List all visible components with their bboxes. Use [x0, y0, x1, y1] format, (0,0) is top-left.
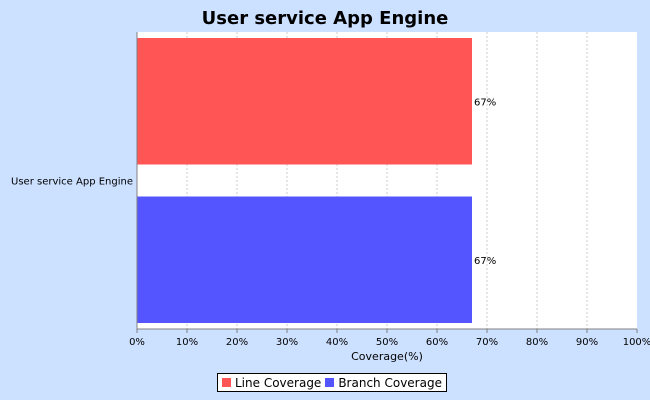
x-tick-label: 90%: [576, 337, 598, 348]
x-tick-label: 40%: [326, 337, 348, 348]
branch-coverage-swatch: [325, 378, 335, 387]
data-label-line-coverage: 67%: [474, 97, 496, 108]
x-tick-label: 0%: [129, 337, 145, 348]
line-coverage-swatch: [222, 378, 231, 387]
x-tick-label: 70%: [476, 337, 498, 348]
x-tick-label: 100%: [623, 337, 650, 348]
legend-label-line-coverage: Line Coverage: [235, 375, 322, 390]
category-label: User service App Engine: [11, 177, 133, 188]
x-tick-label: 30%: [276, 337, 298, 348]
x-tick-label: 60%: [426, 337, 448, 348]
chart-title: User service App Engine: [202, 8, 449, 29]
legend-item-line-coverage: Line Coverage: [222, 376, 321, 390]
legend-item-branch-coverage: Branch Coverage: [325, 376, 442, 390]
bar-branch-coverage: [137, 196, 472, 323]
x-tick-label: 20%: [226, 337, 248, 348]
x-tick-label: 10%: [176, 337, 198, 348]
legend-label-branch-coverage: Branch Coverage: [338, 375, 442, 390]
bar-line-coverage: [137, 38, 472, 165]
data-label-branch-coverage: 67%: [474, 256, 496, 267]
x-tick-label: 50%: [376, 337, 398, 348]
legend: Line Coverage Branch Coverage: [217, 373, 447, 392]
x-axis-title: Coverage(%): [351, 350, 423, 363]
x-tick-label: 80%: [526, 337, 548, 348]
